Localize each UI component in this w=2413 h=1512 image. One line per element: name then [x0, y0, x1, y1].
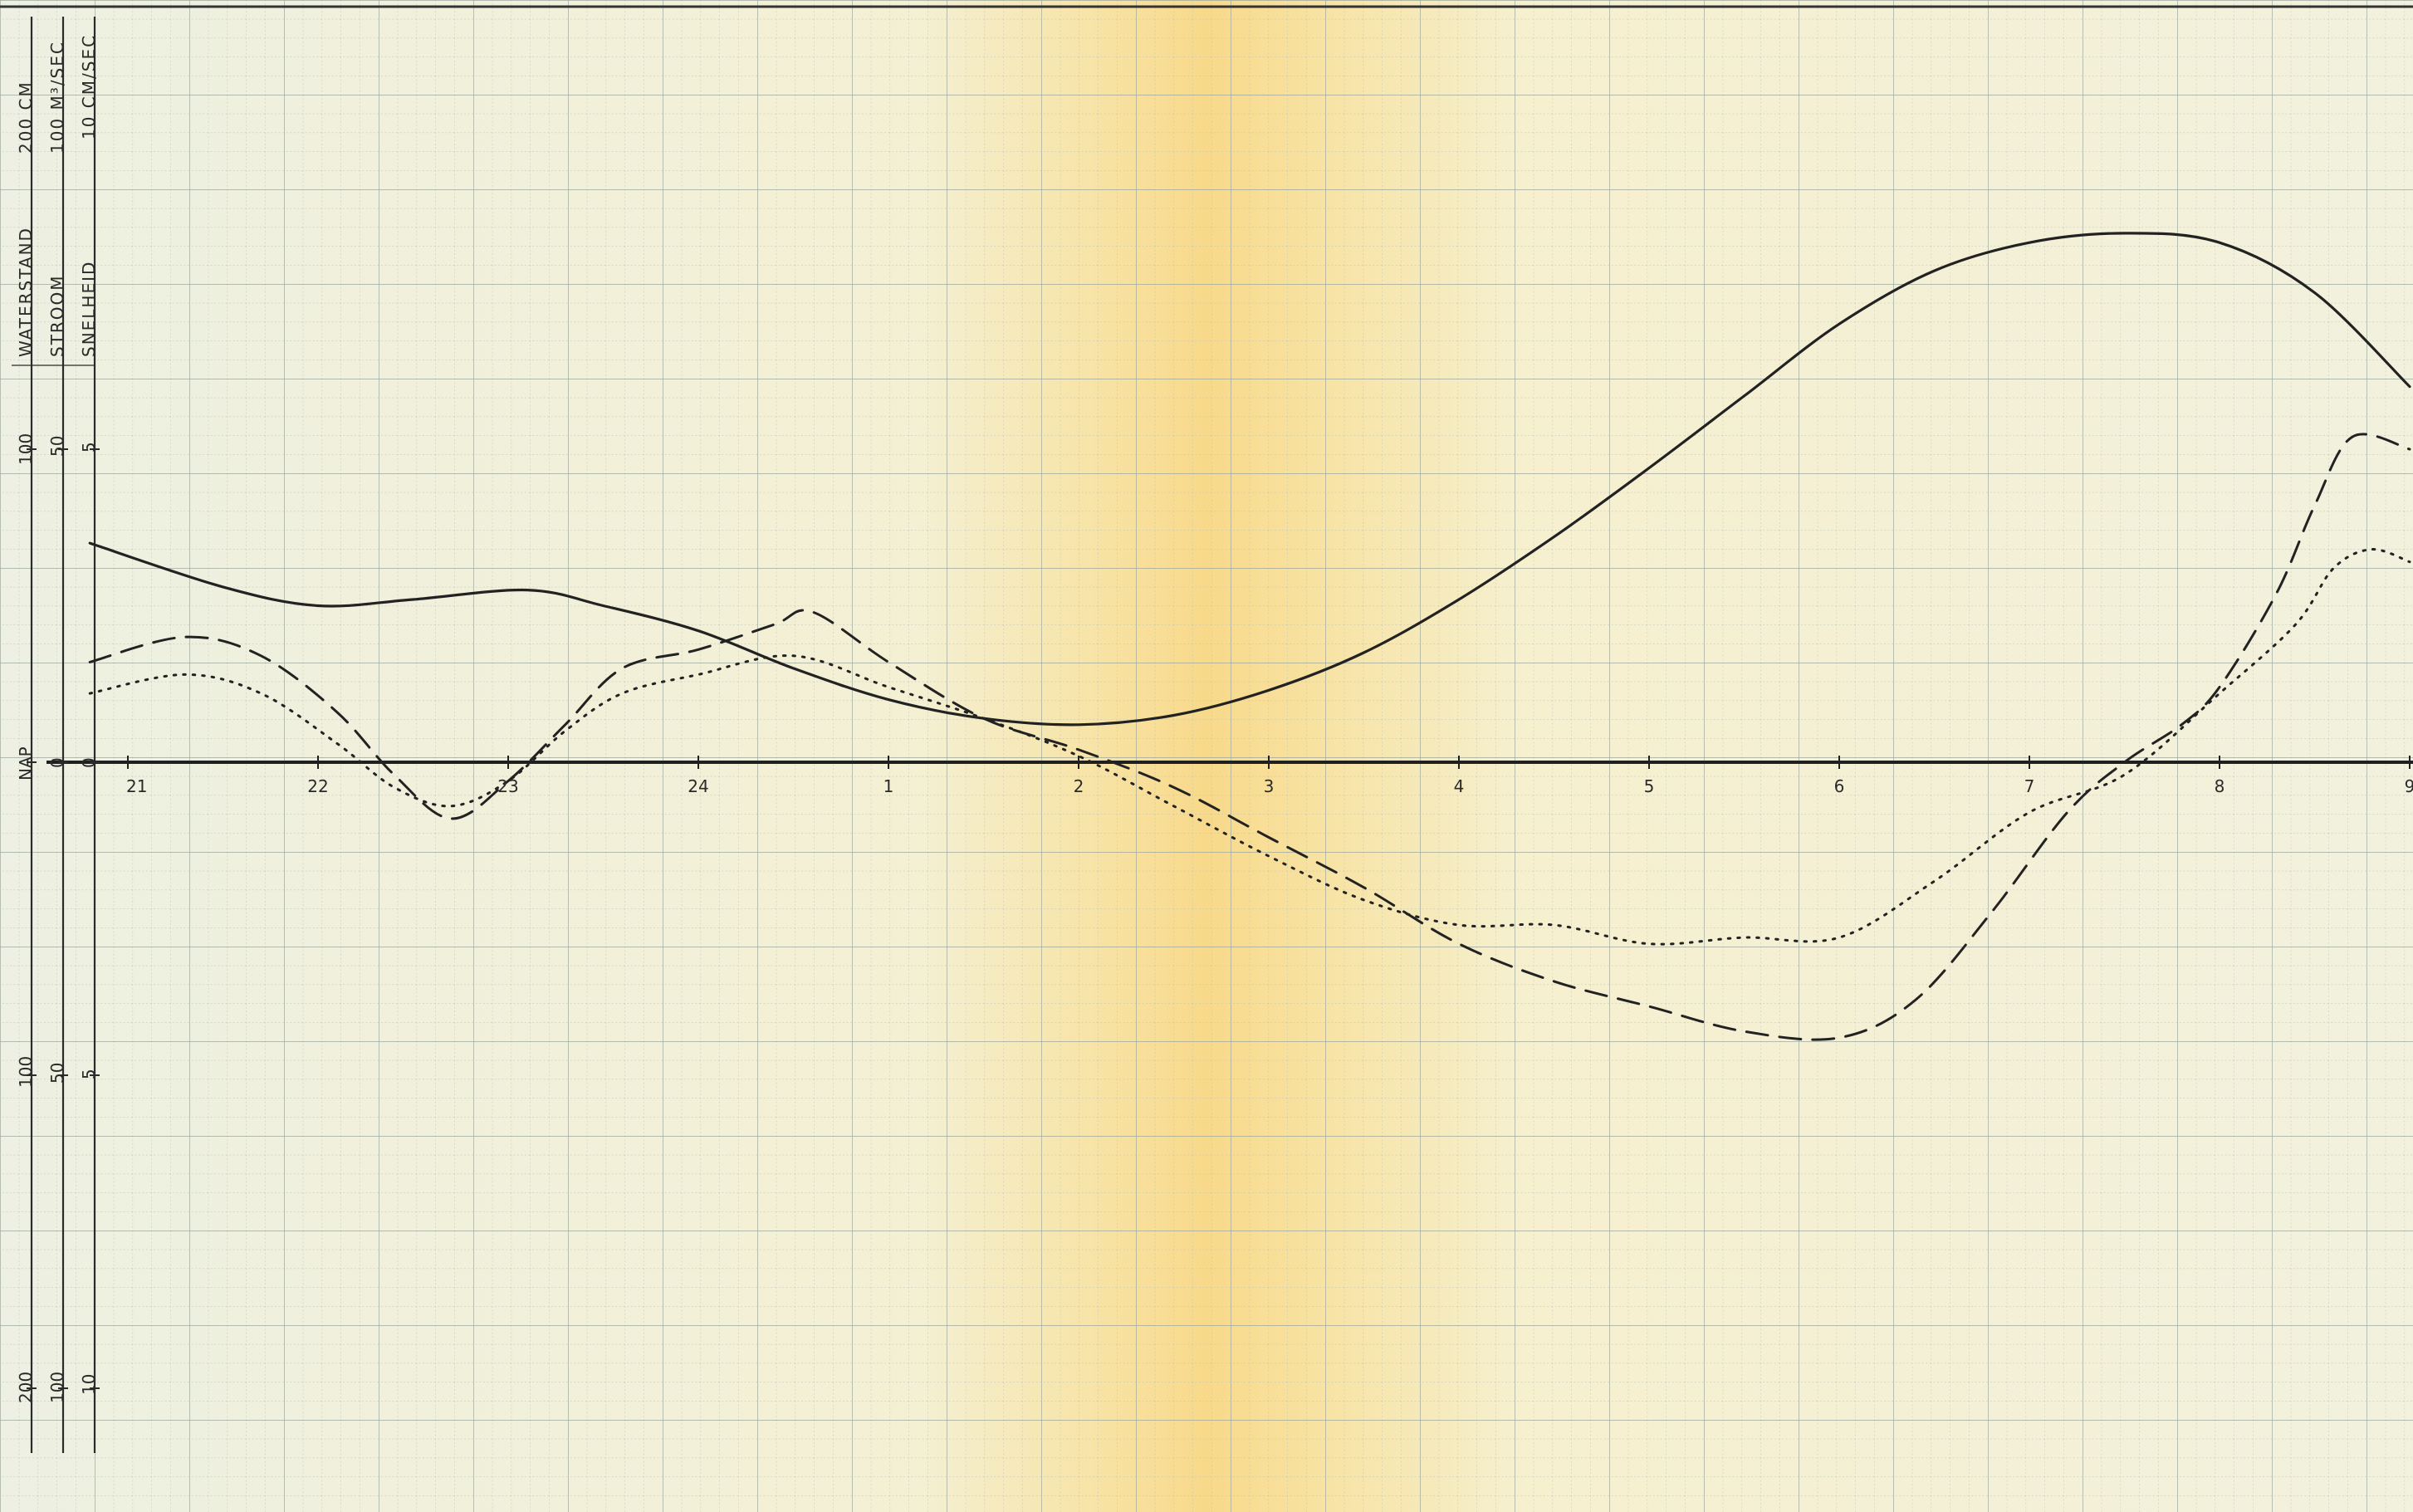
axis-title-stroom: STROOM [47, 274, 67, 357]
axis-unit-waterstand: 200 CM [16, 81, 36, 154]
series-layer [88, 232, 2411, 1041]
x-tick-label: 7 [2024, 776, 2035, 796]
axis-title-snelheid: SNELHEID [79, 261, 99, 357]
x-tick-label: 2 [1074, 776, 1084, 796]
tick-snelheid-min: 10 [79, 1374, 99, 1395]
x-tick-label: 23 [497, 776, 518, 796]
labels-layer: WATERSTAND 200 CM STROOM 100 M³/SEC SNEL… [16, 34, 99, 1403]
tick-waterstand-min: 200 [16, 1372, 36, 1403]
x-tick-label: 21 [126, 776, 147, 796]
tick-waterstand-bottom: 100 [16, 1056, 36, 1088]
tick-stroom-zero: 0 [47, 757, 67, 768]
x-tick-label: 1 [883, 776, 894, 796]
tick-waterstand-top: 100 [16, 433, 36, 465]
axis-unit-snelheid: 10 CM/SEC [79, 34, 99, 139]
axis-unit-stroom: 100 M³/SEC [47, 41, 67, 154]
x-tick-label: 4 [1454, 776, 1465, 796]
x-tick-label: 8 [2215, 776, 2225, 796]
tick-snelheid-zero: 0 [79, 757, 99, 768]
x-tick-label: 5 [1644, 776, 1655, 796]
x-tick-label: 9 [2405, 776, 2413, 796]
tick-snelheid-top: 5 [79, 442, 99, 453]
axes-layer [12, 17, 2413, 1453]
tick-stroom-min: 100 [47, 1372, 67, 1403]
tick-stroom-bottom: 50 [47, 1063, 67, 1084]
x-tick-label: 22 [307, 776, 328, 796]
tick-snelheid-bottom: 5 [79, 1069, 99, 1079]
tick-stroom-top: 50 [47, 436, 67, 457]
tick-waterstand-zero: NAP [16, 746, 36, 780]
x-tick-label: 6 [1834, 776, 1845, 796]
series-line-solid [88, 232, 2411, 727]
x-tick-labels: 21 22 23 24 1 2 3 4 5 6 7 8 9 [126, 776, 2413, 796]
series-line-dotted [88, 548, 2411, 946]
x-tick-label: 24 [688, 776, 708, 796]
x-tick-label: 3 [1264, 776, 1275, 796]
axis-title-waterstand: WATERSTAND [16, 227, 36, 357]
